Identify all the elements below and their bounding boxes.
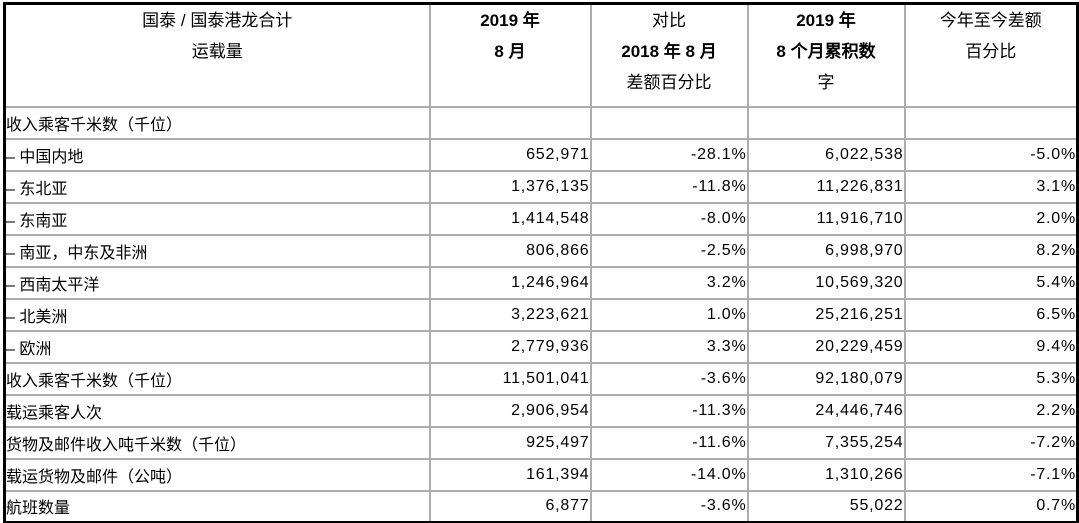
- value-cumulative-2019: 20,229,459: [746, 329, 906, 364]
- value-cumulative-2019: 7,355,254: [746, 425, 906, 460]
- table-row: 航班数量 6,877 -3.6% 55,022 0.7%: [3, 489, 1079, 523]
- header-vs-aug-2018-line2: 2018 年 8 月: [621, 42, 717, 61]
- value-vs-aug-2018: -14.0%: [589, 457, 749, 492]
- value-ytd-change: 9.4%: [903, 329, 1079, 364]
- row-label: – 西南太平洋: [3, 265, 431, 300]
- header-aug-2019-line1: 2019 年: [480, 11, 540, 30]
- value-ytd-change: [903, 105, 1079, 140]
- value-aug-2019: 652,971: [428, 137, 592, 172]
- table-row: – 南亚，中东及非洲 806,866 -2.5% 6,998,970 8.2%: [3, 233, 1079, 268]
- row-label: – 东北亚: [3, 169, 431, 204]
- value-cumulative-2019: 10,569,320: [746, 265, 906, 300]
- value-vs-aug-2018: 1.0%: [589, 297, 749, 332]
- value-ytd-change: 2.0%: [903, 201, 1079, 236]
- table-row: – 欧洲 2,779,936 3.3% 20,229,459 9.4%: [3, 329, 1079, 364]
- header-vs-aug-2018: 对比 2018 年 8 月 差额百分比: [589, 2, 749, 108]
- row-label: – 中国内地: [3, 137, 431, 172]
- table-row: – 东北亚 1,376,135 -11.8% 11,226,831 3.1%: [3, 169, 1079, 204]
- value-cumulative-2019: 6,022,538: [746, 137, 906, 172]
- table-row: – 中国内地 652,971 -28.1% 6,022,538 -5.0%: [3, 137, 1079, 172]
- value-ytd-change: -7.2%: [903, 425, 1079, 460]
- value-cumulative-2019: 24,446,746: [746, 393, 906, 428]
- header-ytd-change-line1: 今年至今差额: [939, 11, 1042, 30]
- value-ytd-change: 5.3%: [903, 361, 1079, 396]
- header-cumulative-2019-line2: 8 个月累积数: [776, 42, 876, 61]
- header-cumulative-2019-line3: 字: [817, 73, 835, 92]
- row-label: 载运乘客人次: [3, 393, 431, 428]
- header-carrier-traffic: 国泰 / 国泰港龙合计 运载量: [3, 2, 431, 108]
- value-cumulative-2019: 1,310,266: [746, 457, 906, 492]
- table-row: 载运货物及邮件（公吨） 161,394 -14.0% 1,310,266 -7.1%: [3, 457, 1079, 492]
- value-aug-2019: 1,246,964: [428, 265, 592, 300]
- value-aug-2019: 1,414,548: [428, 201, 592, 236]
- table-row: – 北美洲 3,223,621 1.0% 25,216,251 6.5%: [3, 297, 1079, 332]
- value-ytd-change: -7.1%: [903, 457, 1079, 492]
- value-aug-2019: 161,394: [428, 457, 592, 492]
- value-aug-2019: 11,501,041: [428, 361, 592, 396]
- value-vs-aug-2018: 3.2%: [589, 265, 749, 300]
- value-vs-aug-2018: -3.6%: [589, 489, 749, 523]
- row-label: 航班数量: [3, 489, 431, 523]
- table-row: 载运乘客人次 2,906,954 -11.3% 24,446,746 2.2%: [3, 393, 1079, 428]
- value-cumulative-2019: 55,022: [746, 489, 906, 523]
- value-ytd-change: 0.7%: [903, 489, 1079, 523]
- value-cumulative-2019: 92,180,079: [746, 361, 906, 396]
- header-vs-aug-2018-line3: 差额百分比: [626, 73, 712, 92]
- value-cumulative-2019: 11,226,831: [746, 169, 906, 204]
- header-ytd-change: 今年至今差额 百分比: [903, 2, 1079, 108]
- traffic-summary-table: 国泰 / 国泰港龙合计 运载量 2019 年 8 月 对比 2018 年 8 月…: [3, 2, 1079, 523]
- value-aug-2019: 1,376,135: [428, 169, 592, 204]
- header-cumulative-2019: 2019 年 8 个月累积数 字: [746, 2, 906, 108]
- value-vs-aug-2018: -11.8%: [589, 169, 749, 204]
- row-label: – 东南亚: [3, 201, 431, 236]
- header-carrier-line2: 运载量: [191, 42, 243, 61]
- value-aug-2019: 3,223,621: [428, 297, 592, 332]
- value-ytd-change: -5.0%: [903, 137, 1079, 172]
- value-ytd-change: 6.5%: [903, 297, 1079, 332]
- value-vs-aug-2018: -11.3%: [589, 393, 749, 428]
- value-vs-aug-2018: -28.1%: [589, 137, 749, 172]
- value-cumulative-2019: [746, 105, 906, 140]
- value-aug-2019: 6,877: [428, 489, 592, 523]
- table-row: 货物及邮件收入吨千米数（千位） 925,497 -11.6% 7,355,254 -7.…: [3, 425, 1079, 460]
- row-label: – 北美洲: [3, 297, 431, 332]
- table-row: – 东南亚 1,414,548 -8.0% 11,916,710 2.0%: [3, 201, 1079, 236]
- value-aug-2019: [428, 105, 592, 140]
- row-label: – 南亚，中东及非洲: [3, 233, 431, 268]
- value-cumulative-2019: 11,916,710: [746, 201, 906, 236]
- table-row: – 西南太平洋 1,246,964 3.2% 10,569,320 5.4%: [3, 265, 1079, 300]
- value-vs-aug-2018: 3.3%: [589, 329, 749, 364]
- value-aug-2019: 2,779,936: [428, 329, 592, 364]
- value-aug-2019: 925,497: [428, 425, 592, 460]
- row-label: 收入乘客千米数（千位）: [3, 105, 431, 140]
- value-aug-2019: 2,906,954: [428, 393, 592, 428]
- header-row: 国泰 / 国泰港龙合计 运载量 2019 年 8 月 对比 2018 年 8 月…: [3, 2, 1079, 108]
- table-row: 收入乘客千米数（千位）: [3, 105, 1079, 140]
- row-label: 载运货物及邮件（公吨）: [3, 457, 431, 492]
- value-aug-2019: 806,866: [428, 233, 592, 268]
- value-vs-aug-2018: -11.6%: [589, 425, 749, 460]
- header-aug-2019-line2: 8 月: [494, 42, 526, 61]
- value-cumulative-2019: 25,216,251: [746, 297, 906, 332]
- row-label: 收入乘客千米数（千位）: [3, 361, 431, 396]
- value-vs-aug-2018: [589, 105, 749, 140]
- header-cumulative-2019-line1: 2019 年: [796, 11, 856, 30]
- value-ytd-change: 3.1%: [903, 169, 1079, 204]
- header-carrier-line1: 国泰 / 国泰港龙合计: [142, 11, 293, 30]
- value-ytd-change: 2.2%: [903, 393, 1079, 428]
- header-vs-aug-2018-line1: 对比: [652, 11, 686, 30]
- row-label: 货物及邮件收入吨千米数（千位）: [3, 425, 431, 460]
- value-ytd-change: 5.4%: [903, 265, 1079, 300]
- table-row: 收入乘客千米数（千位） 11,501,041 -3.6% 92,180,079 5.3%: [3, 361, 1079, 396]
- value-vs-aug-2018: -8.0%: [589, 201, 749, 236]
- table-body: 收入乘客千米数（千位） – 中国内地 652,971 -28.1% 6,022,538-…: [3, 105, 1079, 523]
- header-aug-2019: 2019 年 8 月: [428, 2, 592, 108]
- value-cumulative-2019: 6,998,970: [746, 233, 906, 268]
- header-ytd-change-line2: 百分比: [965, 42, 1017, 61]
- row-label: – 欧洲: [3, 329, 431, 364]
- value-ytd-change: 8.2%: [903, 233, 1079, 268]
- value-vs-aug-2018: -2.5%: [589, 233, 749, 268]
- value-vs-aug-2018: -3.6%: [589, 361, 749, 396]
